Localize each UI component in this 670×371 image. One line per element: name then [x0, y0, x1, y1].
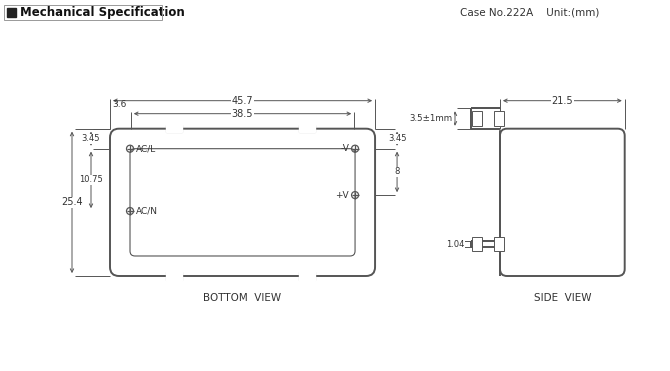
Text: +V: +V	[336, 191, 349, 200]
Bar	[494, 111, 505, 126]
Text: 3.5±1mm: 3.5±1mm	[410, 114, 453, 123]
Text: 8: 8	[395, 167, 400, 176]
Text: 3.45: 3.45	[388, 134, 406, 143]
Bar	[4, 5, 162, 20]
FancyBboxPatch shape	[110, 129, 375, 276]
Text: 25.4: 25.4	[61, 197, 83, 207]
Text: 10.75: 10.75	[79, 175, 103, 184]
Bar	[471, 108, 500, 129]
Text: BOTTOM  VIEW: BOTTOM VIEW	[204, 293, 281, 303]
Text: Mechanical Specification: Mechanical Specification	[20, 6, 185, 19]
Text: SIDE  VIEW: SIDE VIEW	[533, 293, 591, 303]
Text: 1.04: 1.04	[446, 240, 464, 249]
Text: 45.7: 45.7	[232, 96, 253, 106]
Bar	[299, 123, 316, 132]
Text: AC/N: AC/N	[136, 207, 158, 216]
Bar	[472, 111, 482, 126]
Bar	[165, 271, 182, 281]
Bar	[471, 241, 500, 247]
Text: 21.5: 21.5	[551, 96, 573, 106]
Text: 3.45: 3.45	[82, 134, 100, 143]
FancyBboxPatch shape	[130, 149, 355, 256]
Text: -V: -V	[340, 144, 349, 153]
Bar	[494, 237, 505, 252]
Bar	[299, 271, 316, 281]
Text: 38.5: 38.5	[232, 109, 253, 119]
FancyBboxPatch shape	[500, 129, 624, 276]
Text: 3.6: 3.6	[112, 100, 127, 109]
Bar	[472, 237, 482, 252]
Text: AC/L: AC/L	[136, 144, 156, 153]
Bar	[7, 8, 16, 17]
Bar	[165, 123, 182, 132]
Text: Case No.222A    Unit:(mm): Case No.222A Unit:(mm)	[460, 7, 600, 17]
